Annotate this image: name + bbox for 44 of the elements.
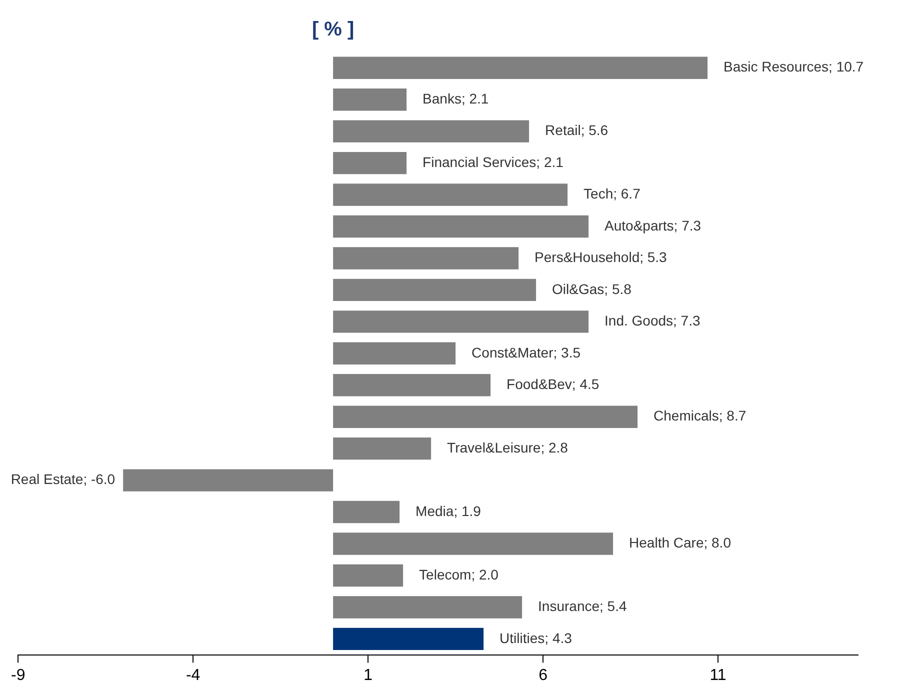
y-tick-label: Const&Mater; 3.5 [472, 344, 581, 360]
x-tick-label: 11 [710, 666, 726, 684]
y-tick-label: Utilities; 4.3 [500, 630, 572, 646]
y-tick-label: Telecom; 2.0 [419, 566, 499, 582]
y-tick-label: Banks; 2.1 [422, 90, 489, 106]
y-tick-label: Pers&Household; 5.3 [534, 249, 668, 266]
bar [333, 437, 432, 460]
y-tick-label: Tech; 6.7 [584, 186, 641, 202]
y-tick-label: Media; 1.9 [416, 502, 482, 519]
y-tick-label: Insurance; 5.4 [538, 598, 627, 614]
bar [333, 310, 589, 333]
bar [333, 532, 614, 555]
bar [333, 247, 519, 270]
bar [333, 56, 708, 79]
y-tick-label: Basic Resources; 10.7 [724, 58, 864, 75]
bar [333, 500, 400, 524]
y-tick-label: Financial Services; 2.1 [422, 154, 564, 170]
bar [333, 215, 589, 238]
y-tick-label: Oil&Gas; 5.8 [552, 280, 632, 297]
y-tick-label: Real Estate; -6.0 [10, 471, 116, 488]
bar [333, 596, 522, 618]
x-tick-label: -9 [10, 666, 26, 684]
bar [333, 342, 456, 365]
y-tick-label: Food&Bev; 4.5 [506, 376, 600, 392]
x-tick-label: 6 [538, 666, 548, 684]
y-tick-label: Retail; 5.6 [545, 122, 608, 138]
bar [123, 469, 334, 492]
chart-title: [ % ] [312, 18, 354, 41]
bar [333, 120, 530, 142]
y-tick-label: Travel&Leisure; 2.8 [447, 439, 568, 456]
x-tick-label: 1 [364, 666, 373, 684]
y-tick-label: Ind. Goods; 7.3 [604, 312, 700, 329]
x-tick-label: -4 [186, 666, 200, 684]
bar [333, 564, 404, 587]
y-tick-label: Auto&parts; 7.3 [604, 217, 702, 234]
bar [333, 152, 407, 174]
bar [333, 88, 407, 111]
y-tick-label: Chemicals; 8.7 [654, 408, 746, 424]
y-tick-label: Health Care; 8.0 [629, 534, 732, 551]
bar [333, 628, 484, 650]
bar [333, 374, 491, 396]
bar [333, 278, 536, 302]
bar [333, 406, 638, 428]
bar [333, 184, 568, 206]
